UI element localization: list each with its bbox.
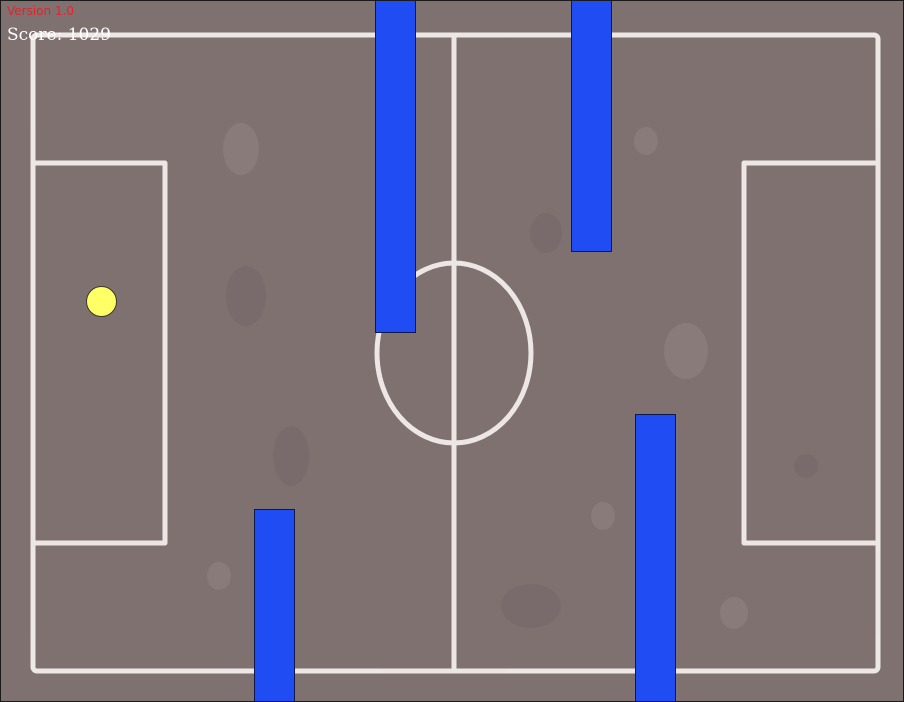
bottom-pipe-1 — [254, 509, 295, 701]
field-lines — [30, 32, 881, 674]
center-circle — [374, 260, 534, 446]
yellow-ball-icon — [86, 286, 117, 317]
right-penalty-box — [741, 160, 881, 546]
version-label: Version 1.0 — [7, 4, 75, 18]
field-texture — [207, 123, 748, 629]
top-pipe-1 — [375, 1, 416, 333]
score-value: 1029 — [67, 25, 111, 45]
score-display: Score: 1029 — [7, 24, 111, 46]
field-texture-dark — [226, 213, 818, 628]
left-penalty-box — [30, 160, 168, 546]
bottom-pipe-2 — [635, 414, 676, 701]
top-pipe-2 — [571, 1, 612, 252]
score-label: Score: — [7, 25, 63, 45]
